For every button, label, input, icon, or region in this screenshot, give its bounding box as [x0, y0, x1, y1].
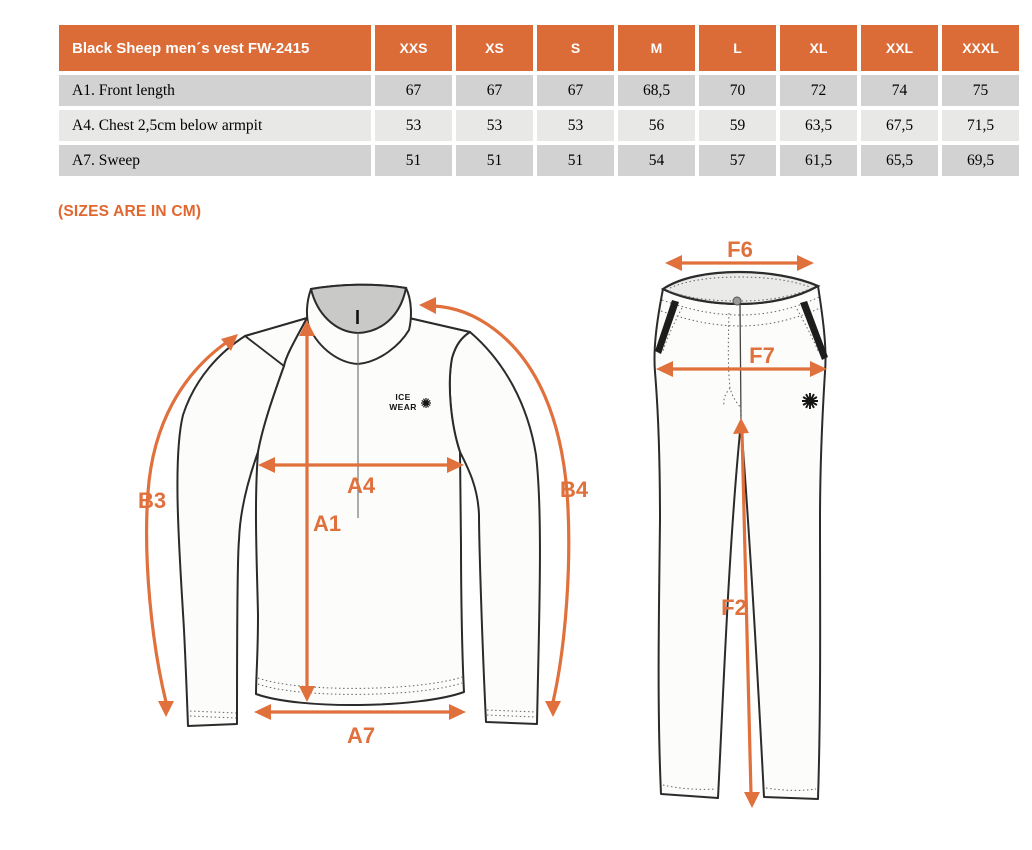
value-cell: 67 [537, 75, 614, 106]
f6-label: F6 [727, 237, 753, 262]
a7-arrowhead-left [254, 704, 271, 720]
pants-body [653, 285, 827, 800]
value-cell: 72 [780, 75, 857, 106]
value-cell: 63,5 [780, 110, 857, 141]
value-cell: 70 [699, 75, 776, 106]
f2-arrowhead-top [733, 418, 749, 434]
a1-arrowhead-bottom [299, 686, 315, 702]
value-cell: 67,5 [861, 110, 938, 141]
product-title-cell: Black Sheep men´s vest FW-2415 [59, 25, 371, 71]
fly-center-line [739, 303, 742, 421]
size-table-header-row: Black Sheep men´s vest FW-2415 XXS XS S … [59, 25, 1019, 71]
f2-label: F2 [721, 595, 747, 620]
value-cell: 71,5 [942, 110, 1019, 141]
vest-left-cuff-stitch [189, 710, 237, 714]
value-cell: 53 [375, 110, 452, 141]
value-cell: 67 [456, 75, 533, 106]
vest-hem-stitch [257, 682, 463, 695]
f2-arrowhead-bottom [744, 792, 760, 808]
f7-arrowhead-left [656, 361, 673, 377]
value-cell: 69,5 [942, 145, 1019, 176]
value-cell: 68,5 [618, 75, 695, 106]
left-leg-hem-stitch [662, 784, 717, 790]
value-cell: 67 [375, 75, 452, 106]
vest-left-shoulder-seam [244, 317, 308, 337]
waistband-stitch [660, 307, 821, 327]
size-col-s: S [537, 25, 614, 71]
f2-inseam-arrow [740, 431, 753, 795]
table-row-front-length: A1. Front length 67 67 67 68,5 70 72 74 … [59, 75, 1019, 106]
value-cell: 59 [699, 110, 776, 141]
size-col-xl: XL [780, 25, 857, 71]
right-leg-hem-stitch [765, 787, 817, 791]
pants-diagram: F6 F7 F2 [653, 237, 828, 808]
b3-label: B3 [138, 488, 166, 513]
size-col-xxl: XXL [861, 25, 938, 71]
size-table: Black Sheep men´s vest FW-2415 XXS XS S … [55, 21, 1023, 180]
table-row-chest: A4. Chest 2,5cm below armpit 53 53 53 56… [59, 110, 1019, 141]
vest-left-yoke-seam [244, 335, 285, 367]
measurement-label-cell: A7. Sweep [59, 145, 371, 176]
left-pocket-stitch [662, 307, 683, 352]
value-cell: 51 [456, 145, 533, 176]
value-cell: 74 [861, 75, 938, 106]
a4-arrowhead-right [447, 457, 464, 473]
a1-label: A1 [313, 511, 341, 536]
brand-text-wear: WEAR [389, 402, 417, 412]
value-cell: 53 [456, 110, 533, 141]
size-col-m: M [618, 25, 695, 71]
waistband-stitch [661, 296, 820, 316]
right-pocket-stitch [796, 308, 819, 352]
vest-left-cuff-stitch [189, 715, 237, 719]
vest-collar-inner [309, 283, 408, 335]
sizes-in-cm-caption: (SIZES ARE IN CM) [58, 203, 202, 220]
value-cell: 65,5 [861, 145, 938, 176]
value-cell: 51 [537, 145, 614, 176]
size-col-xxs: XXS [375, 25, 452, 71]
value-cell: 57 [699, 145, 776, 176]
value-cell: 51 [375, 145, 452, 176]
value-cell: 75 [942, 75, 1019, 106]
b4-label: B4 [560, 477, 589, 502]
b4-sleeve-arrow [433, 304, 571, 703]
f7-label: F7 [749, 343, 775, 368]
f7-arrowhead-right [810, 361, 827, 377]
waist-button [732, 296, 742, 306]
b3-arrowhead-top [221, 334, 238, 351]
vest-body [254, 317, 471, 707]
value-cell: 53 [537, 110, 614, 141]
value-cell: 56 [618, 110, 695, 141]
a4-label: A4 [347, 473, 376, 498]
left-pocket-opening [655, 300, 679, 354]
b4-arrowhead-bottom [545, 701, 561, 717]
size-col-xxxl: XXXL [942, 25, 1019, 71]
fly-stitch-hook [723, 387, 731, 406]
table-row-sweep: A7. Sweep 51 51 51 54 57 61,5 65,5 69,5 [59, 145, 1019, 176]
a4-arrowhead-left [258, 457, 275, 473]
value-cell: 54 [618, 145, 695, 176]
a7-label: A7 [347, 723, 375, 748]
fly-stitch [727, 312, 742, 409]
waist-inner-stitch [669, 276, 811, 289]
vest-right-shoulder-seam [408, 317, 471, 333]
f6-arrowhead-right [797, 255, 814, 271]
brand-text-ice: ICE [395, 392, 410, 402]
measurement-label-cell: A4. Chest 2,5cm below armpit [59, 110, 371, 141]
value-cell: 61,5 [780, 145, 857, 176]
f6-arrowhead-left [665, 255, 682, 271]
vest-diagram: ICE WEAR B3 B4 A4 A1 A7 [138, 283, 589, 748]
right-pocket-opening [800, 301, 828, 360]
vest-hem-stitch [257, 676, 463, 689]
a1-arrowhead-top [299, 320, 315, 336]
pants-waist-opening [660, 270, 821, 306]
size-col-l: L [699, 25, 776, 71]
b4-arrowhead-top [419, 297, 436, 314]
b3-sleeve-arrow [145, 340, 228, 703]
size-col-xs: XS [456, 25, 533, 71]
a7-arrowhead-right [449, 704, 466, 720]
measurement-label-cell: A1. Front length [59, 75, 371, 106]
b3-arrowhead-bottom [158, 701, 174, 717]
